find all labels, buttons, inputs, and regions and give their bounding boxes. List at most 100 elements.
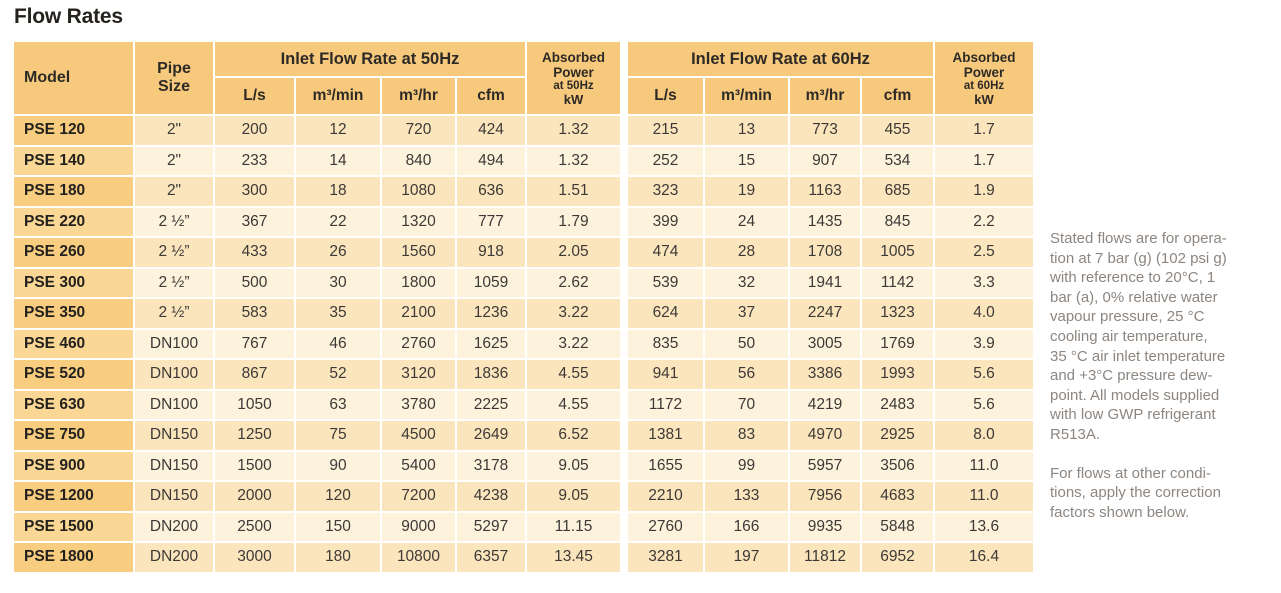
unit-header-cfm-60hz: cfm [860,76,935,116]
flow-60hz-cell-2: 1941 [788,266,862,299]
kw-unit-label: kW [974,91,994,107]
pipe-size-cell: DN200 [133,510,215,543]
absorbed-power-label: Absorbed Power [952,49,1016,80]
absorbed-power-60hz-cell: 2.2 [933,205,1035,238]
absorbed-power-50hz-cell: 2.05 [525,236,622,269]
model-cell: PSE 630 [12,388,135,421]
flow-60hz-cell-1: 166 [703,510,790,543]
pipe-size-cell: DN100 [133,358,215,391]
flow-60hz-cell-3: 534 [860,144,935,177]
flow-60hz-cell-2: 3386 [788,358,862,391]
flow-60hz-cell-0: 624 [626,297,705,330]
flow-50hz-cell-0: 867 [213,358,296,391]
flow-60hz-cell-1: 197 [703,541,790,574]
unit-header-m3min-50hz: m³/min [294,76,382,116]
flow-rates-table: Model Pipe Size Inlet Flow Rate at 50Hz … [12,40,1035,574]
flow-50hz-cell-0: 233 [213,144,296,177]
pipe-size-cell: DN200 [133,541,215,574]
model-cell: PSE 300 [12,266,135,299]
pipe-size-cell: 2 ½” [133,236,215,269]
absorbed-power-50hz-cell: 11.15 [525,510,622,543]
flow-50hz-cell-2: 7200 [380,480,457,513]
flow-50hz-cell-3: 3178 [455,449,527,482]
column-gap [621,298,627,329]
table-row: PSE 260 2 ½” 433 26 1560 918 2.05 474 28 1708 1005… [12,236,1035,269]
flow-60hz-cell-2: 3005 [788,327,862,360]
absorbed-power-50hz-cell: 4.55 [525,358,622,391]
flow-60hz-cell-2: 773 [788,114,862,147]
model-cell: PSE 1200 [12,480,135,513]
flow-50hz-cell-0: 300 [213,175,296,208]
absorbed-power-50hz-cell: 13.45 [525,541,622,574]
flow-table-body: PSE 120 2" 200 12 720 424 1.32 215 13 773 455 1.7 PS… [12,114,1035,574]
model-cell: PSE 750 [12,419,135,452]
table-row: PSE 630 DN100 1050 63 3780 2225 4.55 1172 70 4219… [12,388,1035,421]
flow-60hz-cell-3: 1142 [860,266,935,299]
flow-60hz-cell-2: 1163 [788,175,862,208]
flow-60hz-cell-2: 4219 [788,388,862,421]
flow-50hz-cell-1: 46 [294,327,382,360]
column-gap [621,267,627,298]
absorbed-power-50hz-cell: 6.52 [525,419,622,452]
flow-50hz-cell-2: 5400 [380,449,457,482]
flow-50hz-cell-1: 180 [294,541,382,574]
flow-50hz-cell-2: 2100 [380,297,457,330]
footnotes: Stated flows are for opera- tion at 7 ba… [1050,229,1265,541]
flow-50hz-cell-2: 1080 [380,175,457,208]
table-row: PSE 120 2" 200 12 720 424 1.32 215 13 773 455 1.7 [12,114,1035,147]
absorbed-power-50hz-cell: 2.62 [525,266,622,299]
flow-60hz-cell-0: 474 [626,236,705,269]
flow-60hz-cell-1: 83 [703,419,790,452]
unit-header-m3hr-60hz: m³/hr [788,76,862,116]
flow-50hz-cell-2: 720 [380,114,457,147]
flow-50hz-cell-2: 2760 [380,327,457,360]
table-header-group-row: Model Pipe Size Inlet Flow Rate at 50Hz … [12,40,1035,116]
flow-60hz-cell-3: 1005 [860,236,935,269]
absorbed-power-60hz-cell: 5.6 [933,388,1035,421]
absorbed-power-60hz-cell: 1.7 [933,144,1035,177]
table-row: PSE 520 DN100 867 52 3120 1836 4.55 941 56 3386 19… [12,358,1035,391]
flow-60hz-cell-0: 323 [626,175,705,208]
flow-60hz-cell-2: 1435 [788,205,862,238]
pipe-size-cell: 2" [133,114,215,147]
flow-50hz-cell-0: 500 [213,266,296,299]
flow-60hz-cell-3: 1769 [860,327,935,360]
flow-50hz-cell-3: 2649 [455,419,527,452]
model-cell: PSE 350 [12,297,135,330]
flow-60hz-cell-1: 133 [703,480,790,513]
at-60hz-label: at 60Hz [963,79,1005,92]
flow-60hz-cell-1: 19 [703,175,790,208]
column-gap [621,145,627,176]
flow-50hz-cell-1: 18 [294,175,382,208]
flow-60hz-cell-1: 15 [703,144,790,177]
column-gap [621,450,627,481]
absorbed-power-60hz-cell: 11.0 [933,480,1035,513]
unit-header-ls-50hz: L/s [213,76,296,116]
pipe-size-cell: DN100 [133,327,215,360]
absorbed-power-60hz-cell: 11.0 [933,449,1035,482]
flow-60hz-cell-3: 3506 [860,449,935,482]
absorbed-power-60hz-cell: 8.0 [933,419,1035,452]
model-cell: PSE 1800 [12,541,135,574]
flow-60hz-cell-2: 5957 [788,449,862,482]
pipe-size-cell: DN100 [133,388,215,421]
flow-50hz-cell-0: 767 [213,327,296,360]
absorbed-power-60hz-cell: 1.7 [933,114,1035,147]
page-title: Flow Rates [14,5,123,28]
absorbed-power-50hz-cell: 1.79 [525,205,622,238]
column-gap [621,359,627,390]
absorbed-power-60hz-cell: 5.6 [933,358,1035,391]
notes-paragraph-conditions: Stated flows are for opera- tion at 7 ba… [1050,230,1227,443]
model-cell: PSE 900 [12,449,135,482]
flow-60hz-cell-2: 7956 [788,480,862,513]
absorbed-power-60hz-cell: 16.4 [933,541,1035,574]
flow-60hz-cell-1: 50 [703,327,790,360]
column-gap [621,389,627,420]
model-cell: PSE 140 [12,144,135,177]
unit-header-m3hr-50hz: m³/hr [380,76,457,116]
flow-60hz-cell-0: 835 [626,327,705,360]
table-row: PSE 750 DN150 1250 75 4500 2649 6.52 1381 83 4970… [12,419,1035,452]
absorbed-power-60hz-header: Absorbed Power at 60Hz kW [933,40,1035,116]
column-gap [621,511,627,542]
table-header-units-row: L/s m³/min m³/hr cfm L/s m³/min m³/hr cf… [13,76,1034,116]
